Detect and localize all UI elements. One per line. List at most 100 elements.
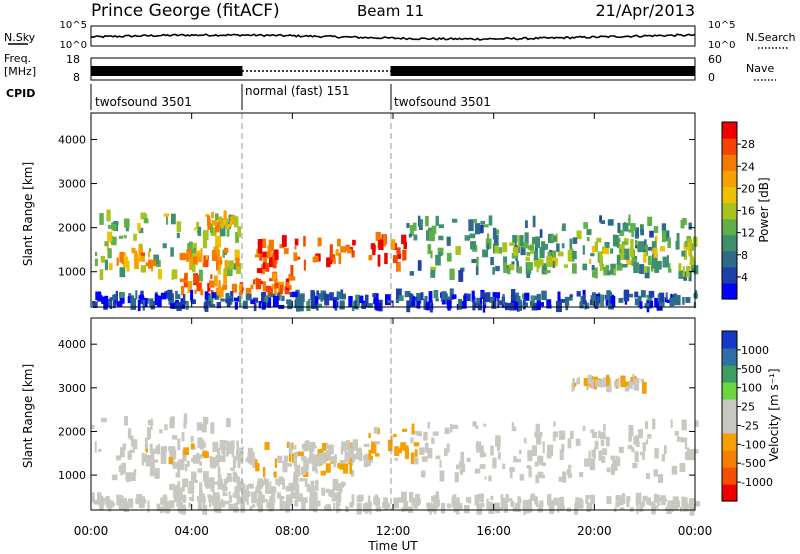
data-cell: [377, 254, 381, 267]
data-cell: [231, 448, 235, 457]
data-cell: [325, 488, 330, 493]
data-cell: [99, 213, 104, 225]
data-cell: [250, 299, 255, 305]
data-cell: [119, 235, 124, 239]
data-cell: [574, 503, 579, 515]
y-tick-label: 4000: [58, 133, 86, 146]
data-cell: [647, 246, 652, 251]
data-cell: [652, 418, 656, 430]
data-cell: [231, 215, 236, 224]
data-cell: [222, 490, 226, 496]
data-cell: [246, 494, 249, 505]
data-cell: [321, 442, 327, 451]
data-cell: [639, 264, 645, 274]
noise-tick-low-right: 10^0: [708, 40, 735, 51]
data-cell: [651, 258, 658, 269]
data-cell: [320, 290, 327, 301]
colorbar-swatch: [722, 186, 737, 204]
noise-tick-high-left: 10^5: [60, 20, 87, 31]
nsky-label: N.Sky: [4, 31, 36, 44]
data-cell: [294, 451, 298, 457]
data-cell: [591, 292, 596, 305]
data-cell: [299, 301, 304, 312]
data-cell: [414, 430, 418, 435]
data-cell: [233, 263, 237, 270]
data-cell: [220, 499, 224, 508]
data-cell: [537, 471, 544, 478]
data-cell: [229, 495, 233, 503]
data-cell: [196, 282, 202, 292]
nsearch-label: N.Search: [746, 31, 796, 44]
data-cell: [212, 441, 219, 453]
data-cell: [99, 269, 104, 280]
data-cell: [475, 264, 479, 276]
data-cell: [234, 486, 240, 494]
data-cell: [589, 458, 596, 471]
data-cell: [684, 437, 688, 450]
data-cell: [579, 499, 584, 509]
data-cell: [357, 495, 363, 503]
data-cell: [685, 240, 688, 247]
data-cell: [523, 299, 526, 305]
data-cell: [689, 255, 693, 264]
data-cell: [196, 221, 200, 230]
data-cell: [216, 302, 221, 309]
power-panel: 4000 3000 2000 1000 Slant Range [km]: [21, 112, 699, 313]
data-cell: [375, 453, 380, 457]
data-cell: [404, 291, 411, 298]
data-cell: [209, 498, 212, 508]
data-cell: [355, 453, 361, 460]
data-cell: [512, 426, 517, 432]
data-cell: [603, 266, 607, 276]
data-cell: [561, 444, 565, 452]
data-cell: [566, 469, 571, 475]
data-cell: [216, 456, 222, 463]
data-cell: [98, 448, 102, 453]
data-cell: [583, 222, 588, 229]
data-cell: [281, 235, 287, 247]
data-cell: [459, 503, 463, 510]
data-cell: [339, 460, 346, 464]
data-cell: [568, 464, 572, 469]
data-cell: [128, 498, 133, 509]
data-cell: [299, 293, 305, 302]
data-cell: [282, 460, 288, 473]
cpid-segment-3: twofsound 3501: [394, 95, 491, 109]
data-cell: [246, 455, 252, 463]
data-cell: [200, 248, 203, 257]
data-cell: [567, 438, 572, 449]
data-cell: [454, 472, 459, 483]
data-cell: [131, 247, 136, 254]
data-cell: [233, 297, 239, 302]
data-cell: [197, 497, 202, 510]
data-cell: [190, 289, 194, 301]
data-cell: [474, 468, 481, 474]
data-cell: [375, 497, 381, 507]
data-cell: [160, 446, 166, 458]
data-cell: [416, 431, 422, 437]
data-cell: [666, 504, 672, 514]
data-cell: [359, 295, 364, 304]
data-cell: [509, 467, 515, 472]
data-cell: [189, 497, 193, 500]
data-cell: [254, 254, 261, 258]
velocity-data: [91, 373, 701, 516]
data-cell: [210, 456, 217, 469]
data-cell: [269, 293, 276, 298]
data-cell: [492, 267, 495, 275]
data-cell: [237, 496, 242, 503]
data-cell: [396, 247, 401, 255]
data-cell: [694, 420, 699, 427]
data-cell: [542, 441, 545, 454]
data-cell: [537, 456, 540, 465]
data-cell: [618, 297, 624, 303]
data-cell: [274, 471, 277, 478]
data-cell: [186, 460, 190, 467]
data-cell: [647, 216, 653, 226]
data-cell: [137, 299, 141, 312]
data-cell: [217, 466, 221, 478]
data-cell: [126, 260, 130, 272]
data-cell: [533, 260, 537, 267]
data-cell: [112, 294, 118, 301]
data-cell: [591, 431, 598, 439]
